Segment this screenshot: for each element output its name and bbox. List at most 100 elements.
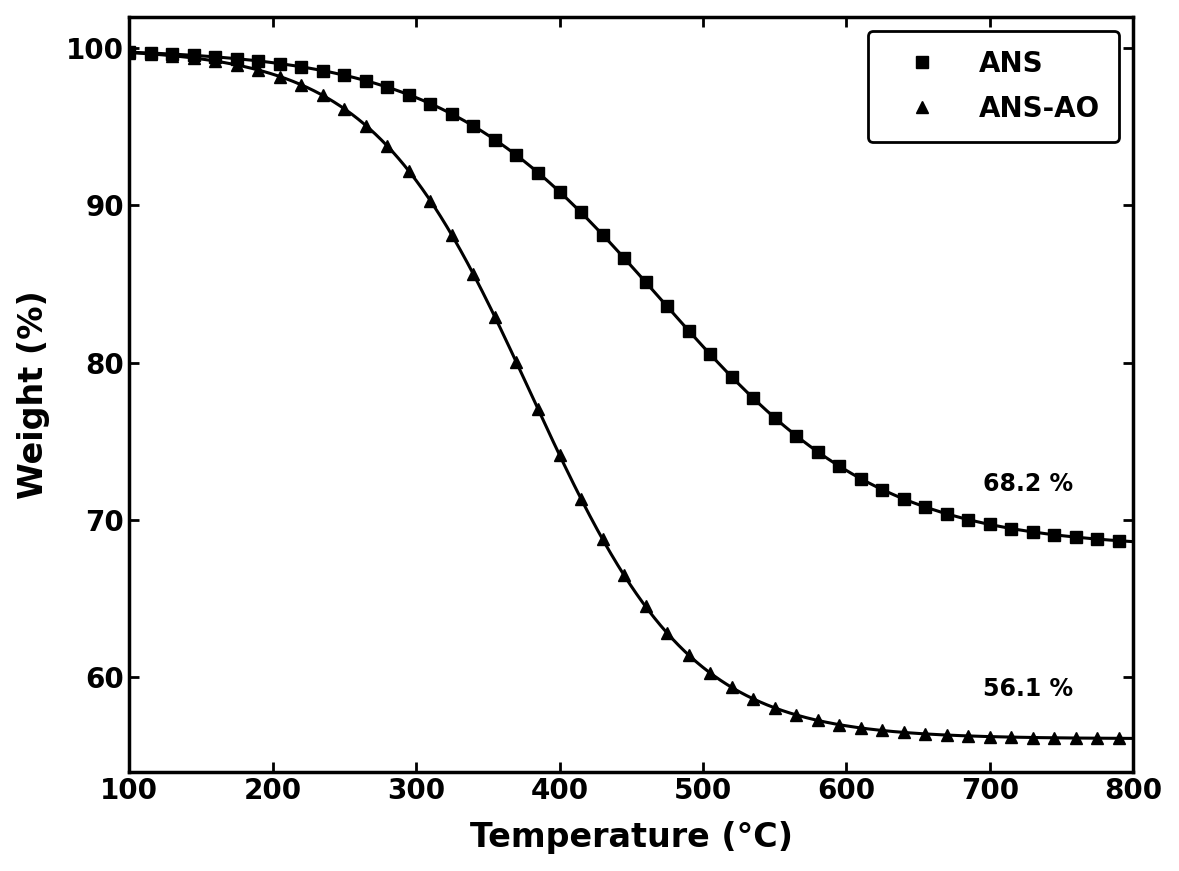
Text: 68.2 %: 68.2 %: [982, 472, 1073, 496]
ANS-AO: [854, 723, 868, 733]
ANS-AO: [423, 195, 437, 206]
ANS: [789, 430, 803, 441]
ANS: [467, 121, 481, 132]
Text: 56.1 %: 56.1 %: [982, 677, 1073, 701]
ANS-AO: [789, 710, 803, 720]
ANS: [983, 519, 997, 530]
ANS-AO: [1026, 733, 1040, 743]
ANS: [123, 47, 137, 57]
ANS: [1112, 536, 1126, 546]
ANS-AO: [531, 404, 545, 415]
ANS-AO: [402, 165, 416, 176]
ANS-AO: [768, 703, 782, 713]
ANS-AO: [1069, 733, 1084, 743]
ANS: [725, 372, 739, 382]
ANS-AO: [230, 60, 244, 71]
ANS: [1069, 532, 1084, 543]
ANS-AO: [811, 715, 825, 726]
ANS-AO: [295, 79, 309, 90]
ANS: [186, 51, 200, 61]
ANS-AO: [316, 91, 330, 101]
ANS: [703, 349, 717, 360]
ANS-AO: [1047, 733, 1061, 743]
X-axis label: Temperature (°C): Temperature (°C): [469, 821, 792, 854]
ANS-AO: [574, 494, 588, 504]
ANS: [144, 48, 158, 58]
ANS-AO: [165, 51, 179, 61]
ANS-AO: [1005, 732, 1019, 742]
ANS-AO: [509, 357, 523, 368]
ANS: [165, 49, 179, 59]
ANS: [681, 326, 696, 336]
ANS: [531, 167, 545, 178]
ANS-AO: [832, 719, 847, 730]
Y-axis label: Weight (%): Weight (%): [17, 290, 50, 498]
ANS: [1091, 534, 1105, 544]
ANS-AO: [144, 49, 158, 59]
ANS-AO: [186, 53, 200, 64]
ANS-AO: [337, 104, 351, 114]
ANS: [875, 484, 889, 495]
ANS-AO: [123, 47, 137, 57]
ANS-AO: [940, 730, 954, 740]
ANS: [1005, 523, 1019, 534]
ANS-AO: [617, 570, 631, 580]
ANS-AO: [1112, 733, 1126, 744]
ANS: [639, 277, 653, 287]
ANS-AO: [1091, 733, 1105, 744]
ANS-AO: [681, 650, 696, 660]
ANS: [854, 474, 868, 484]
ANS-AO: [209, 56, 223, 66]
ANS: [553, 186, 567, 197]
ANS: [444, 109, 459, 119]
ANS: [595, 229, 610, 240]
ANS-AO: [444, 230, 459, 240]
ANS: [488, 134, 502, 145]
ANS-AO: [467, 269, 481, 280]
ANS: [1047, 530, 1061, 540]
ANS: [209, 51, 223, 62]
ANS-AO: [488, 312, 502, 322]
ANS: [574, 207, 588, 218]
ANS: [746, 393, 760, 403]
ANS-AO: [595, 534, 610, 544]
ANS: [423, 98, 437, 109]
Line: ANS-AO: ANS-AO: [124, 47, 1125, 744]
ANS: [660, 301, 674, 312]
ANS: [230, 53, 244, 64]
ANS-AO: [725, 682, 739, 692]
ANS: [897, 494, 911, 504]
Legend: ANS, ANS-AO: ANS, ANS-AO: [868, 30, 1119, 142]
ANS: [272, 58, 286, 69]
ANS-AO: [639, 601, 653, 611]
ANS: [811, 447, 825, 457]
ANS-AO: [875, 726, 889, 736]
ANS: [295, 62, 309, 72]
ANS-AO: [272, 71, 286, 82]
ANS: [316, 65, 330, 76]
ANS: [940, 509, 954, 519]
ANS: [358, 76, 373, 86]
ANS-AO: [358, 120, 373, 131]
ANS: [509, 150, 523, 160]
ANS-AO: [251, 64, 265, 75]
ANS: [337, 70, 351, 80]
ANS: [402, 90, 416, 100]
ANS-AO: [746, 693, 760, 704]
ANS: [961, 515, 975, 525]
ANS-AO: [703, 668, 717, 679]
ANS: [832, 461, 847, 471]
ANS-AO: [961, 731, 975, 741]
ANS-AO: [660, 628, 674, 638]
ANS: [617, 253, 631, 263]
ANS-AO: [897, 727, 911, 738]
ANS: [1026, 527, 1040, 537]
ANS: [251, 56, 265, 66]
ANS: [768, 413, 782, 423]
ANS: [381, 82, 395, 92]
ANS: [918, 502, 933, 512]
ANS-AO: [918, 729, 933, 739]
ANS-AO: [983, 732, 997, 742]
ANS-AO: [381, 141, 395, 152]
Line: ANS: ANS: [124, 47, 1125, 546]
